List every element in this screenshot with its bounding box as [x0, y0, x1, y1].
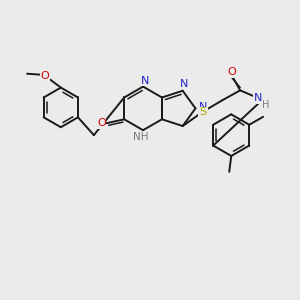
- Text: O: O: [97, 118, 106, 128]
- Text: S: S: [199, 107, 206, 117]
- Text: N: N: [199, 102, 208, 112]
- Text: N: N: [141, 76, 149, 85]
- Text: H: H: [262, 100, 270, 110]
- Text: O: O: [40, 71, 50, 81]
- Text: O: O: [227, 67, 236, 77]
- Text: N: N: [254, 93, 262, 103]
- Text: NH: NH: [133, 132, 149, 142]
- Text: N: N: [179, 79, 188, 89]
